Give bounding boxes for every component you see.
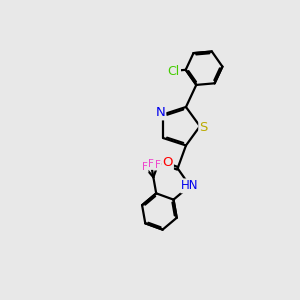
Text: O: O <box>162 156 173 169</box>
Text: F: F <box>155 160 161 170</box>
Text: F: F <box>148 159 154 169</box>
Text: Cl: Cl <box>168 65 180 78</box>
Text: HN: HN <box>181 179 199 192</box>
Text: S: S <box>199 121 208 134</box>
Text: N: N <box>155 106 165 119</box>
Text: F: F <box>142 162 148 172</box>
